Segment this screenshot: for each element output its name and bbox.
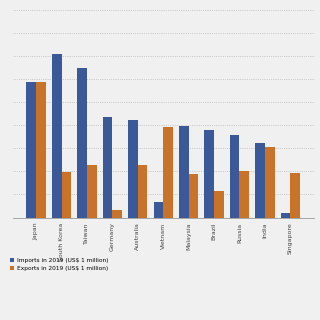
Bar (204, 130, 214, 218)
Bar (230, 135, 239, 218)
Bar (36, 82, 46, 218)
Bar (103, 117, 112, 218)
Bar (112, 210, 122, 218)
Bar (138, 165, 148, 218)
Bar (87, 165, 97, 218)
Bar (61, 172, 71, 218)
Bar (52, 54, 61, 218)
Bar (188, 174, 198, 218)
Bar (281, 213, 290, 218)
Bar (128, 120, 138, 218)
Bar (214, 191, 224, 218)
Bar (27, 82, 36, 218)
Bar (179, 126, 188, 218)
Legend: Imports in 2019 (US$ 1 million), Exports in 2019 (US$ 1 million): Imports in 2019 (US$ 1 million), Exports… (10, 258, 108, 271)
Bar (265, 147, 275, 218)
Bar (239, 171, 249, 218)
Bar (290, 173, 300, 218)
Bar (77, 68, 87, 218)
Bar (163, 127, 173, 218)
Bar (154, 202, 163, 218)
Bar (255, 143, 265, 218)
